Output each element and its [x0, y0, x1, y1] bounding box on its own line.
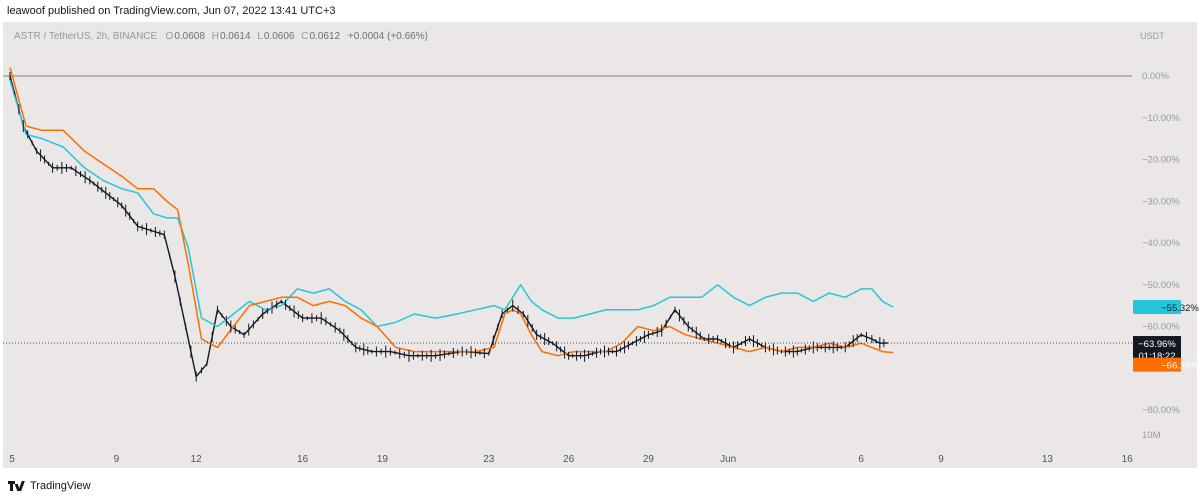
open-label: O [165, 31, 174, 42]
x-tick-label: 9 [114, 454, 120, 465]
y-tick-label: −30.00% [1142, 196, 1180, 207]
x-tick-label: 16 [1122, 454, 1134, 465]
x-tick-label: 16 [297, 454, 309, 465]
x-tick-label: 5 [9, 454, 15, 465]
orange-last-value-badge-text: −66.26% [1161, 361, 1199, 372]
open-value: 0.0608 [174, 31, 205, 42]
high-value: 0.0614 [219, 31, 251, 42]
x-tick-label: 12 [191, 454, 203, 465]
y-tick-label: −20.00% [1142, 155, 1180, 166]
y-tick-label: −40.00% [1142, 238, 1180, 249]
x-tick-label: 29 [643, 454, 655, 465]
publisher-line: leawoof published on TradingView.com, Ju… [7, 5, 336, 17]
x-tick-label: 6 [858, 454, 864, 465]
low-label: L [257, 31, 263, 42]
low-value: 0.0606 [263, 31, 295, 42]
x-tick-label: 26 [563, 454, 575, 465]
x-tick-label: 23 [483, 454, 495, 465]
x-tick-label: 9 [938, 454, 944, 465]
orange-last-value-badge-bg [1133, 357, 1181, 372]
footer: TradingView [8, 480, 91, 492]
symbol-line: ASTR / TetherUS, 2h, BINANCE [14, 31, 158, 42]
teal-last-value-badge: −55.32% [1133, 299, 1199, 314]
x-tick-label: 13 [1042, 454, 1054, 465]
last-price-value: −63.96% [1138, 339, 1176, 350]
symbol-header: ASTR / TetherUS, 2h, BINANCE O0.0608 H0.… [14, 31, 432, 42]
y-tick-label: 0.00% [1142, 71, 1169, 82]
last-price-countdown: 01:18:22 [1139, 351, 1176, 362]
y-tick-label: −10.00% [1142, 113, 1180, 124]
y-tick-label: −60.00% [1142, 322, 1180, 333]
x-tick-label: 19 [377, 454, 389, 465]
y-tick-label: −80.00% [1142, 405, 1180, 416]
chart-area[interactable] [3, 22, 1197, 468]
x-tick-label: Jun [720, 454, 736, 465]
change-value: +0.0004 (+0.66%) [347, 31, 428, 42]
orange-last-value-badge: −66.26% [1133, 357, 1199, 372]
currency-label: USDT [1140, 31, 1165, 41]
volume-scale-label: 10M [1142, 430, 1161, 441]
tradingview-logo-icon [8, 481, 25, 491]
close-label: C [301, 31, 309, 42]
teal-last-value-badge-bg [1133, 299, 1181, 314]
close-value: 0.0612 [309, 31, 341, 42]
footer-brand: TradingView [30, 480, 91, 492]
teal-last-value-badge-text: −55.32% [1161, 303, 1199, 314]
high-label: H [211, 31, 219, 42]
y-tick-label: −50.00% [1142, 280, 1180, 291]
comparison-series-line [9, 79, 894, 328]
comparison-series-line [9, 67, 894, 357]
